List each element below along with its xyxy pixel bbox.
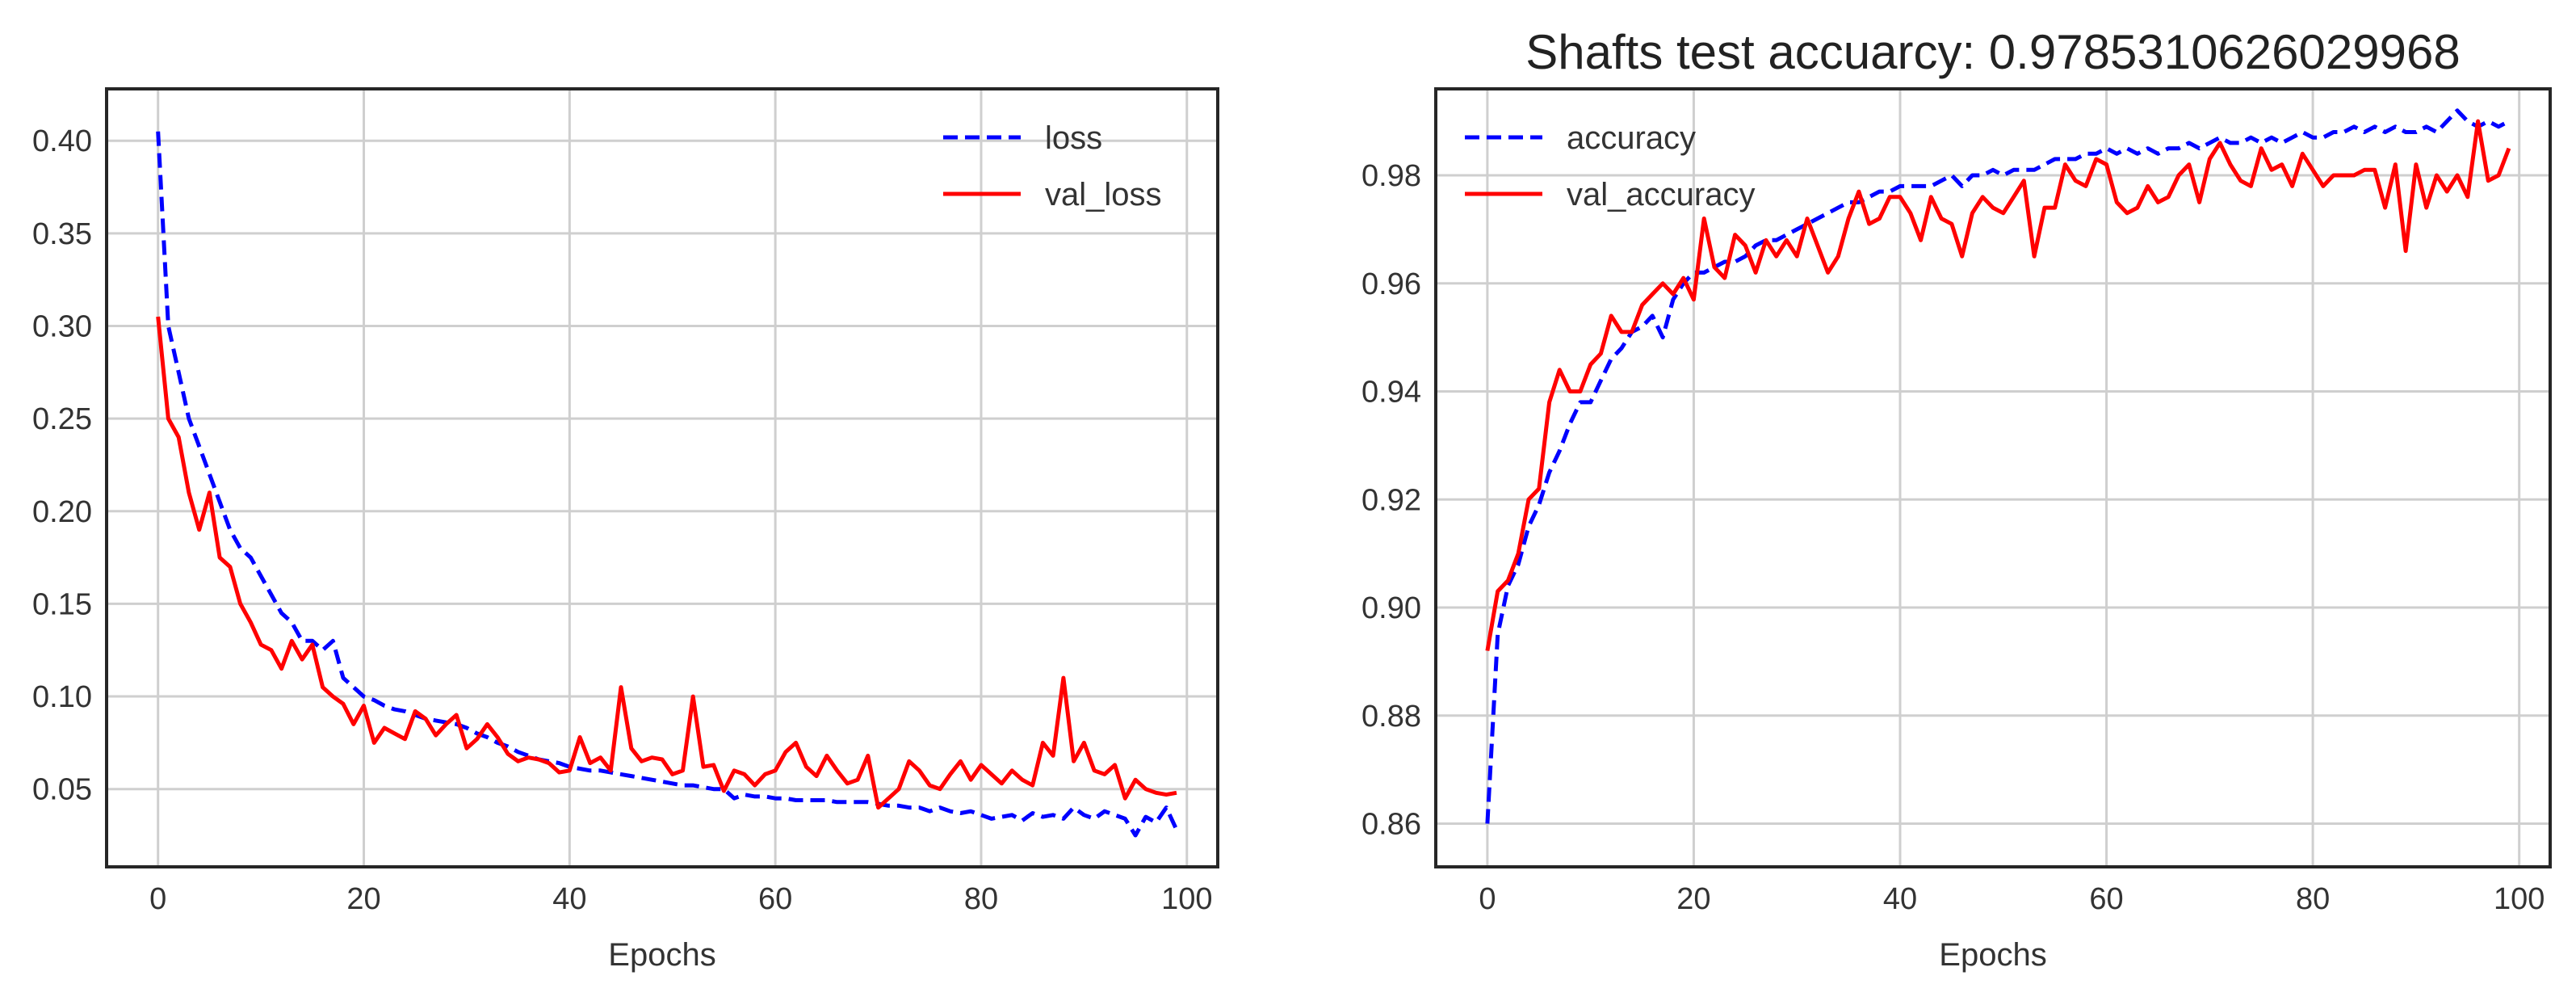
x-tick-label: 60 bbox=[758, 882, 792, 916]
chart-title: Shafts test accuarcy: 0.9785310626029968 bbox=[1525, 25, 2461, 79]
x-tick-label: 20 bbox=[1676, 882, 1710, 916]
x-tick-label: 40 bbox=[552, 882, 586, 916]
x-tick-label: 60 bbox=[2089, 882, 2123, 916]
x-tick-label: 0 bbox=[149, 882, 166, 916]
plot-area bbox=[1436, 89, 2550, 867]
plot-area bbox=[107, 89, 1218, 867]
y-tick-label: 0.35 bbox=[32, 217, 92, 251]
legend-label-accuracy: accuracy bbox=[1567, 120, 1696, 156]
x-axis-label: Epochs bbox=[1939, 937, 2046, 973]
y-tick-label: 0.98 bbox=[1361, 159, 1421, 193]
y-tick-label: 0.20 bbox=[32, 495, 92, 529]
legend-label-val-accuracy: val_accuracy bbox=[1567, 177, 1755, 212]
plot-frame bbox=[1434, 87, 2552, 868]
y-tick-label: 0.90 bbox=[1361, 591, 1421, 625]
x-axis-label: Epochs bbox=[608, 937, 715, 973]
x-tick-label: 100 bbox=[2494, 882, 2545, 916]
series-line-val-loss bbox=[156, 316, 1177, 810]
y-tick-label: 0.30 bbox=[32, 309, 92, 343]
y-tick-label: 0.94 bbox=[1361, 376, 1421, 410]
y-tick-label: 0.15 bbox=[32, 587, 92, 621]
x-tick-label: 100 bbox=[1161, 882, 1212, 916]
y-tick-label: 0.92 bbox=[1361, 483, 1421, 517]
legend: accuracy val_accuracy bbox=[1465, 120, 1755, 212]
y-tick-label: 0.96 bbox=[1361, 267, 1421, 301]
y-tick-label: 0.86 bbox=[1361, 808, 1421, 842]
legend-label-loss: loss bbox=[1045, 120, 1102, 156]
plot-frame bbox=[105, 87, 1219, 868]
x-tick-label: 20 bbox=[346, 882, 380, 916]
y-tick-label: 0.10 bbox=[32, 680, 92, 714]
x-tick-label: 80 bbox=[2296, 882, 2330, 916]
chart-1: 0 20 40 60 80 100 0.05 0.10 0.15 0.20 0.25 0.30 0.35… bbox=[32, 87, 1219, 973]
legend-label-val-loss: val_loss bbox=[1045, 177, 1162, 212]
y-tick-label: 0.05 bbox=[32, 773, 92, 807]
legend: loss val_loss bbox=[943, 120, 1162, 212]
y-tick-label: 0.25 bbox=[32, 402, 92, 436]
x-tick-label: 40 bbox=[1883, 882, 1917, 916]
series-line-loss bbox=[156, 131, 1179, 838]
chart-2: 0 20 40 60 80 100 0.86 0.88 0.90 0.92 0.94 0.96 0.98… bbox=[1361, 25, 2552, 973]
y-tick-label: 0.88 bbox=[1361, 700, 1421, 734]
x-tick-label: 80 bbox=[964, 882, 998, 916]
y-tick-label: 0.40 bbox=[32, 124, 92, 158]
series-line-val-accuracy bbox=[1485, 119, 2511, 651]
x-tick-label: 0 bbox=[1479, 882, 1496, 916]
series-line-accuracy bbox=[1485, 108, 2511, 824]
